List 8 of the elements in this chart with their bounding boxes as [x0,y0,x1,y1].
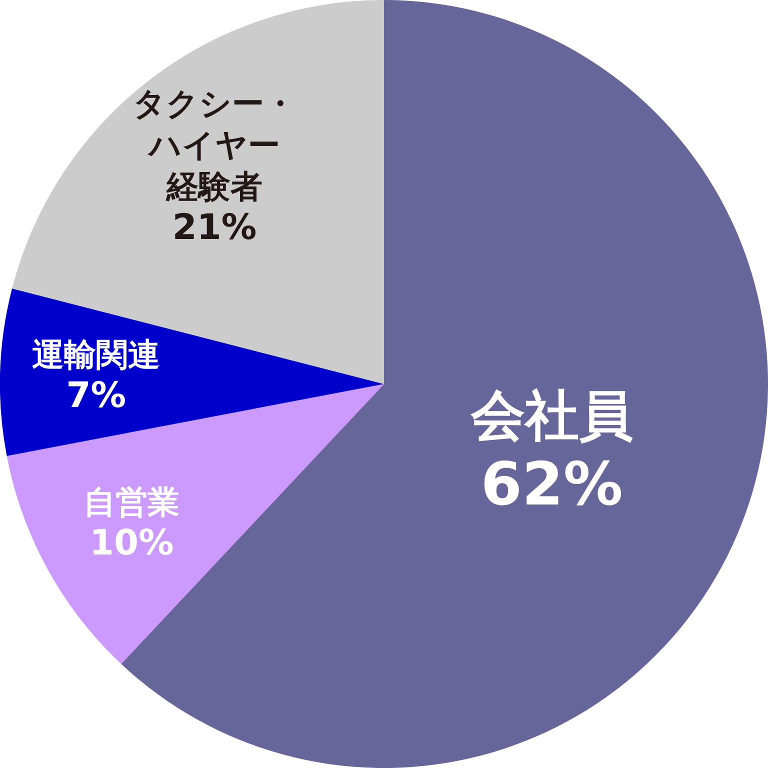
data-label: 62% [480,450,623,520]
slice-label: 運輸関連 [32,335,160,374]
data-label: 10% [90,522,174,564]
data-label: 7% [66,374,126,416]
slice-label: タクシー・ハイヤー経験者 [133,84,296,206]
slice-label: 会社員 [470,384,633,448]
data-label: 21% [172,207,257,248]
slice-label: 自営業 [84,483,180,522]
